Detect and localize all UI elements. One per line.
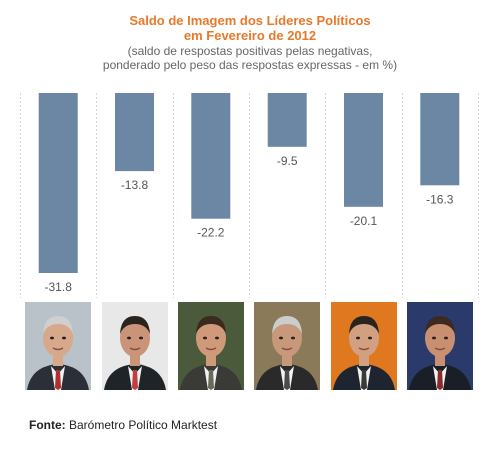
chart-subtitle-line2: ponderado pelo peso das respostas expres…	[102, 58, 398, 72]
data-label: -16.3	[426, 192, 454, 206]
bar-chart: -31.8 -13.8 -22.2 -9.5 -20.1 -16.3	[20, 93, 479, 298]
source-label: Fonte:	[29, 418, 66, 432]
chart-title-line2: em Fevereiro de 2012	[183, 28, 317, 43]
chart-subtitle: (saldo de respostas positivas pelas nega…	[0, 44, 500, 72]
source-text: Barómetro Político Marktest	[65, 418, 218, 432]
data-label: -22.2	[197, 226, 225, 240]
leader-photo	[331, 302, 397, 390]
leader-photo	[102, 302, 168, 390]
bar	[344, 93, 383, 207]
bar	[38, 93, 78, 273]
leader-photos	[0, 302, 500, 392]
chart-title-line1: Saldo de Imagem dos Líderes Políticos	[129, 13, 371, 28]
bar	[191, 93, 231, 219]
chart-title: Saldo de Imagem dos Líderes Políticos em…	[0, 13, 500, 43]
bar	[420, 93, 460, 186]
chart-subtitle-line1: (saldo de respostas positivas pelas nega…	[127, 44, 373, 58]
bar	[115, 93, 154, 172]
bar	[267, 93, 307, 147]
data-label: -31.8	[45, 280, 73, 294]
leader-photo	[254, 302, 320, 390]
data-label: -20.1	[350, 214, 378, 228]
source-note: Fonte: Barómetro Político Marktest	[29, 418, 217, 432]
data-label: -9.5	[277, 154, 298, 168]
leader-photo	[407, 302, 473, 390]
data-label: -13.8	[121, 178, 149, 192]
leader-photo	[25, 302, 91, 390]
leader-photo	[178, 302, 244, 390]
